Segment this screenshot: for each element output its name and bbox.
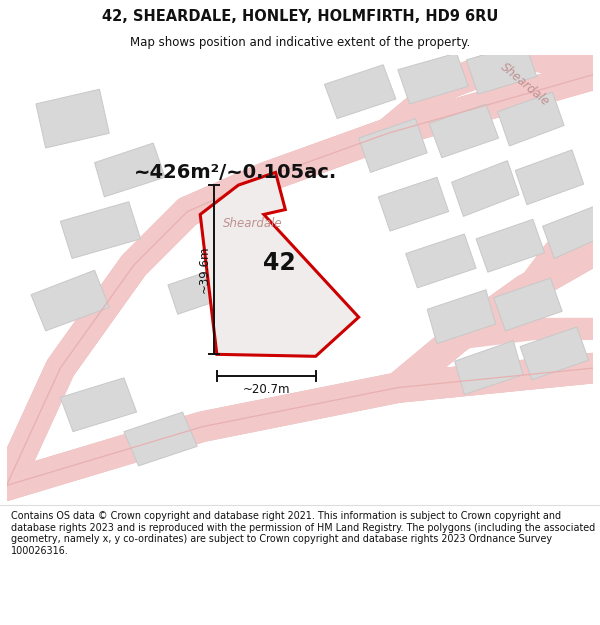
Polygon shape [429,104,499,158]
Polygon shape [406,234,476,288]
Polygon shape [378,177,449,231]
Text: 42: 42 [263,251,295,275]
Polygon shape [494,278,562,331]
Polygon shape [515,150,584,204]
Polygon shape [542,207,593,259]
Polygon shape [476,219,545,272]
Polygon shape [427,290,496,344]
Polygon shape [200,173,359,356]
Polygon shape [31,270,109,331]
Text: Sheardale: Sheardale [223,217,283,230]
Polygon shape [124,412,197,466]
Polygon shape [497,92,564,146]
Polygon shape [36,89,109,148]
Polygon shape [398,53,468,104]
Text: ~426m²/~0.105ac.: ~426m²/~0.105ac. [134,163,337,182]
Text: ~20.7m: ~20.7m [242,383,290,396]
Polygon shape [359,119,427,172]
Text: Contains OS data © Crown copyright and database right 2021. This information is : Contains OS data © Crown copyright and d… [11,511,595,556]
Polygon shape [325,65,396,119]
Polygon shape [520,327,589,380]
Text: ~39.6m: ~39.6m [197,246,211,294]
Polygon shape [95,143,165,197]
Polygon shape [168,268,227,314]
Polygon shape [61,202,140,259]
Polygon shape [455,341,523,394]
Polygon shape [61,378,137,432]
Polygon shape [452,161,519,216]
Text: Sheardale: Sheardale [498,60,552,109]
Polygon shape [466,43,537,94]
Text: Map shows position and indicative extent of the property.: Map shows position and indicative extent… [130,36,470,49]
Text: 42, SHEARDALE, HONLEY, HOLMFIRTH, HD9 6RU: 42, SHEARDALE, HONLEY, HOLMFIRTH, HD9 6R… [102,9,498,24]
